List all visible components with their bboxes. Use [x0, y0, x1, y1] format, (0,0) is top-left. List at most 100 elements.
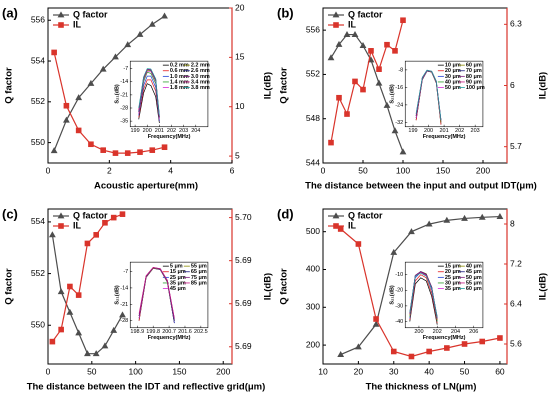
inset-x-tick-label: 202.5 — [194, 329, 208, 335]
x-tick-label: 6 — [230, 165, 235, 175]
inset-legend-label: 20 μm — [445, 68, 461, 74]
inset-legend-label: 45 μm — [170, 286, 186, 292]
y2-tick-label: 5 — [235, 150, 240, 160]
square-marker — [67, 283, 73, 290]
legend-marker — [58, 22, 64, 28]
square-marker — [119, 211, 126, 217]
inset-x-tick-label: 204 — [191, 128, 200, 134]
triangle-marker — [496, 212, 504, 219]
x-tick-label: 0 — [46, 165, 51, 175]
triangle-marker — [461, 214, 468, 221]
inset-legend-label: 85 μm — [191, 280, 207, 286]
legend-label: Q factor — [348, 9, 383, 19]
inset-x-tick-label: 202 — [167, 128, 176, 134]
y-axis-label: Q factor — [4, 268, 15, 305]
square-marker — [497, 335, 503, 341]
inset-y-tick-label: -10 — [395, 272, 403, 278]
series-line — [340, 228, 501, 358]
y2-tick-label: 20 — [235, 2, 245, 12]
square-marker — [461, 341, 468, 347]
y-tick-label: 554 — [31, 216, 45, 226]
spectrum-line — [415, 69, 442, 121]
y2-tick-label: 5.69 — [235, 341, 252, 351]
inset-legend-label: 80 μm — [466, 74, 482, 80]
triangle-marker — [48, 231, 56, 238]
legend-marker — [57, 212, 65, 219]
square-marker — [355, 241, 362, 247]
x-tick-label: 50 — [358, 165, 368, 175]
inset-frame — [129, 60, 209, 128]
square-marker — [112, 150, 119, 156]
legend-marker — [57, 11, 65, 18]
inset-y-label: S₂₁(dB) — [390, 285, 396, 305]
inset-legend-label: 2.2 mm — [191, 63, 210, 69]
x-tick-label: 60 — [495, 366, 505, 376]
series-line — [53, 52, 165, 154]
square-marker — [376, 66, 382, 72]
square-marker — [336, 94, 342, 101]
inset-legend-label: 30 μm — [445, 74, 461, 80]
square-marker — [100, 147, 106, 153]
triangle-marker — [335, 40, 343, 47]
x-tick-label: 50 — [87, 366, 97, 376]
inset-legend-label: 3.0 mm — [191, 74, 210, 80]
legend-label: IL — [348, 19, 357, 29]
y2-axis-label: IL(dB) — [263, 72, 274, 99]
legend-label: Q factor — [73, 9, 108, 19]
inset-legend-label: 50 μm — [445, 85, 461, 91]
inset-x-tick-label: 202 — [455, 128, 464, 134]
square-marker — [408, 353, 415, 360]
inset-x-tick-label: 200 — [424, 128, 433, 134]
square-marker — [110, 214, 117, 221]
x-axis-label: The thickness of LN(μm) — [366, 382, 477, 393]
triangle-marker — [443, 216, 451, 223]
x-tick-label: 50 — [460, 366, 470, 376]
square-marker — [373, 316, 379, 322]
inset-x-tick-label: 206 — [469, 329, 478, 335]
inset-legend-label: 45 μm — [466, 269, 482, 275]
series-line — [51, 234, 123, 355]
spectrum-line — [138, 83, 160, 124]
square-marker — [149, 147, 156, 153]
triangle-marker — [84, 350, 91, 357]
square-marker — [58, 326, 64, 333]
triangle-marker — [66, 308, 74, 315]
x-tick-label: 30 — [389, 366, 399, 376]
panel-label: (c) — [2, 206, 18, 221]
inset-y-tick-label: -32 — [395, 120, 403, 126]
square-marker — [337, 226, 344, 232]
inset-y-label: S₂₁(dB) — [115, 84, 121, 104]
y2-tick-label: 7.2 — [510, 258, 522, 268]
inset-legend-label: 25 μm — [445, 275, 461, 281]
square-marker — [102, 219, 108, 226]
y2-tick-label: 6.3 — [510, 19, 522, 29]
x-tick-label: 2 — [107, 165, 112, 175]
square-marker — [51, 49, 57, 56]
panel-label: (d) — [277, 206, 294, 221]
y-tick-label: 554 — [31, 55, 45, 65]
inset-y-tick-label: -16 — [395, 85, 403, 91]
inset-legend-label: 2.6 mm — [191, 68, 210, 74]
inset-y-tick-label: -28 — [120, 105, 128, 111]
y2-tick-label: 5.70 — [235, 212, 252, 222]
x-tick-label: 0 — [321, 165, 326, 175]
triangle-marker — [119, 311, 126, 318]
y-tick-label: 200 — [306, 339, 320, 349]
x-tick-label: 100 — [396, 165, 410, 175]
square-marker — [368, 48, 374, 54]
triangle-marker — [425, 220, 433, 227]
triangle-marker — [124, 41, 132, 48]
x-tick-label: 200 — [476, 165, 490, 175]
y-tick-label: 544 — [306, 157, 320, 167]
y-tick-label: 548 — [306, 113, 320, 123]
inset-y-tick-label: -20 — [395, 288, 403, 294]
y2-tick-label: 10 — [235, 101, 245, 111]
triangle-marker — [390, 248, 398, 255]
inset-legend-label: 40 μm — [445, 79, 461, 85]
inset-y-tick-label: -35 — [120, 119, 128, 125]
triangle-marker — [148, 20, 156, 27]
square-marker — [75, 292, 82, 298]
inset-y-tick-label: -30 — [395, 303, 403, 309]
square-marker — [84, 240, 91, 247]
